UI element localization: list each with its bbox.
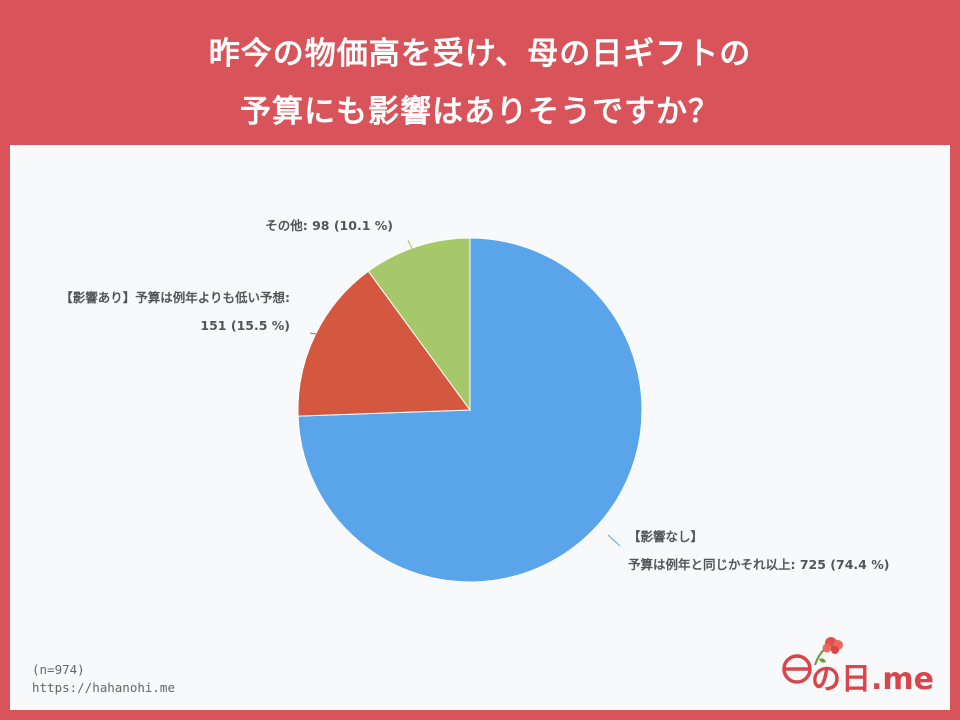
leader-line-1 xyxy=(309,332,323,336)
title-banner: 昨今の物価高を受け、母の日ギフトの 予算にも影響はありそうですか？ xyxy=(0,0,960,145)
pie-slice-1 xyxy=(297,270,471,417)
chart-title-line1: 昨今の物価高を受け、母の日ギフトの xyxy=(208,36,752,72)
chart-panel: 【影響なし】予算は例年と同じかそれ以上: 725 (74.4 %) 【影響あり】予… xyxy=(10,145,950,710)
site-logo: の日.me xyxy=(775,635,945,697)
leader-line-0 xyxy=(607,534,621,547)
slice-label-1-0: 【影響あり】予算は例年よりも低い予想: xyxy=(60,290,290,305)
leader-line-2 xyxy=(407,239,413,250)
slice-label-1-1: 151 (15.5 %) xyxy=(200,318,290,333)
pie-chart: 【影響なし】予算は例年と同じかそれ以上: 725 (74.4 %) 【影響あり】予… xyxy=(60,218,889,583)
slice-label-0-1: 予算は例年と同じかそれ以上: 725 (74.4 %) xyxy=(628,557,889,572)
logo-text: の日.me xyxy=(811,662,935,697)
pie-slice-2 xyxy=(367,237,471,412)
slice-label-2-0: その他: 98 (10.1 %) xyxy=(265,218,393,233)
chart-title-line2: 予算にも影響はありそうですか？ xyxy=(240,94,720,130)
sample-size-note: (n=974) xyxy=(32,662,85,677)
carnation-icon xyxy=(782,637,843,684)
slice-label-0-0: 【影響なし】 xyxy=(628,529,703,544)
source-url: https://hahanohi.me xyxy=(32,680,175,695)
